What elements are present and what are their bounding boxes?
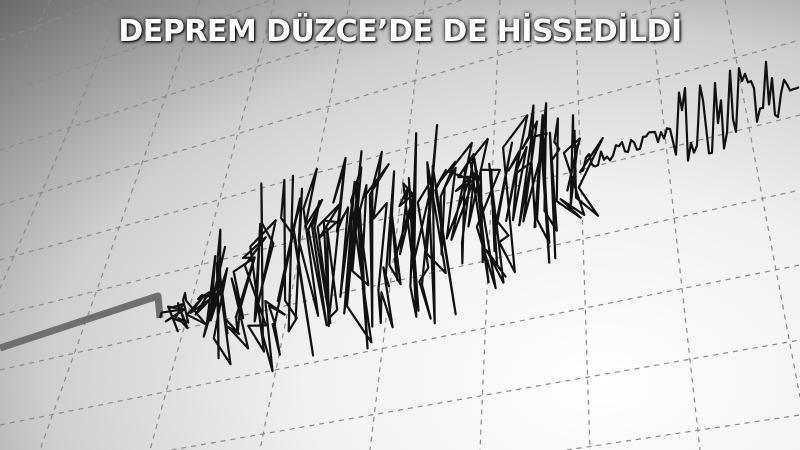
grid-line [0,0,684,206]
grid-line [149,0,276,450]
stylus-arm [0,292,164,352]
grid-line [0,0,272,96]
grid-line [649,0,701,450]
grid-line [0,0,107,41]
grid-line [369,0,426,450]
grid-line [259,0,351,450]
grid-line [574,0,591,450]
headline: DEPREM DÜZCE’DE DE HİSSEDİLDİ [118,14,682,49]
grid-line [566,414,800,450]
seismograph-trace [158,60,800,373]
grid-line [0,0,51,99]
grid-line [39,0,201,450]
grid-line [0,114,800,316]
grid-line [0,39,800,261]
grid-line [0,0,126,289]
grid-line [0,0,462,151]
grid-line [0,264,800,426]
grid-line [171,339,800,450]
